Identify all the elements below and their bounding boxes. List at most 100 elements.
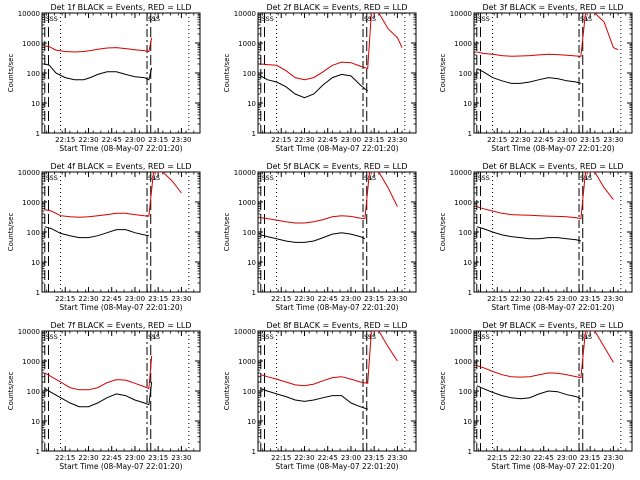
x-tick-label: 23:00 [557, 136, 577, 144]
x-tick-label: 22:45 [534, 295, 554, 303]
x-tick-label: 22:45 [534, 454, 554, 462]
events-series-line [476, 68, 582, 84]
y-tick-label: 10 [31, 259, 40, 267]
y-tick-label: 10000 [18, 10, 40, 18]
time-marker-label: S1 [580, 333, 588, 341]
events-series-line [260, 388, 368, 410]
time-marker-label: S [262, 15, 266, 23]
x-tick-label: 23:30 [603, 295, 623, 303]
y-tick-label: 1000 [22, 358, 40, 366]
panel-det-6: Det 6f BLACK = Events, RED = LLD 1 10 100 10… [439, 162, 633, 312]
y-tick-label: 100 [243, 229, 256, 237]
y-tick-label: 1000 [238, 199, 256, 207]
panel-title: Det 3f BLACK = Events, RED = LLD [482, 3, 623, 12]
time-marker-label: S1 [148, 174, 156, 182]
x-axis-label: Start Time (08-May-07 22:01:20) [59, 144, 182, 153]
time-marker-label: SS [584, 174, 592, 182]
x-tick-label: 22:45 [318, 136, 338, 144]
y-tick-label: 10 [31, 100, 40, 108]
y-tick-label: 10000 [18, 328, 40, 336]
lld-series-line [260, 13, 403, 81]
time-marker-label: SS [482, 174, 490, 182]
x-tick-label: 23:15 [148, 454, 168, 462]
x-tick-label: 22:15 [487, 295, 507, 303]
x-tick-label: 23:15 [364, 454, 384, 462]
y-tick-label: 100 [459, 70, 472, 78]
y-tick-label: 100 [243, 70, 256, 78]
lld-series-line [476, 172, 614, 220]
time-marker-label: SS [368, 333, 376, 341]
x-tick-label: 23:30 [603, 136, 623, 144]
y-axis-label: Counts/sec [7, 54, 15, 93]
events-series-line [260, 73, 369, 99]
time-marker-label: S [46, 174, 50, 182]
time-marker-label: S1 [364, 15, 372, 23]
x-tick-label: 22:15 [487, 454, 507, 462]
x-tick-label: 23:30 [603, 454, 623, 462]
y-tick-label: 1 [252, 289, 256, 297]
panel-title: Det 9f BLACK = Events, RED = LLD [482, 321, 623, 330]
panel-det-4: Det 4f BLACK = Events, RED = LLD 1 10 100 10… [7, 162, 201, 312]
time-marker-label: SS [152, 15, 160, 23]
y-tick-label: 10000 [450, 10, 472, 18]
y-axis-label: Counts/sec [223, 54, 231, 93]
time-marker-label: S [478, 15, 482, 23]
x-tick-label: 23:15 [364, 136, 384, 144]
y-tick-label: 1000 [454, 40, 472, 48]
y-tick-label: 10000 [234, 169, 256, 177]
lld-series-line [476, 331, 614, 379]
x-axis-label: Start Time (08-May-07 22:01:20) [275, 144, 398, 153]
x-tick-label: 23:30 [387, 454, 407, 462]
panel-title: Det 5f BLACK = Events, RED = LLD [266, 162, 407, 171]
plot-frame [257, 171, 417, 293]
x-axis-label: Start Time (08-May-07 22:01:20) [491, 462, 614, 471]
x-tick-label: 23:00 [341, 136, 361, 144]
lld-series-line [476, 13, 619, 57]
events-series-line [476, 385, 582, 400]
x-tick-label: 23:00 [341, 454, 361, 462]
panel-title: Det 7f BLACK = Events, RED = LLD [50, 321, 191, 330]
y-tick-label: 1 [468, 130, 472, 138]
x-axis-label: Start Time (08-May-07 22:01:20) [491, 303, 614, 312]
x-tick-label: 23:15 [148, 136, 168, 144]
time-marker-label: S1 [580, 15, 588, 23]
y-tick-label: 1 [36, 448, 40, 456]
x-tick-label: 22:45 [318, 454, 338, 462]
x-tick-label: 22:15 [55, 136, 75, 144]
y-tick-label: 1000 [238, 358, 256, 366]
panel-title: Det 8f BLACK = Events, RED = LLD [266, 321, 407, 330]
time-marker-label: S [46, 333, 50, 341]
x-tick-label: 23:30 [387, 295, 407, 303]
y-axis-label: Counts/sec [7, 372, 15, 411]
plot-frame [257, 12, 417, 134]
x-tick-label: 22:45 [102, 454, 122, 462]
plot-frame [473, 12, 633, 134]
panel-det-3: Det 3f BLACK = Events, RED = LLD 1 10 100 10… [439, 3, 633, 153]
y-axis-label: Counts/sec [223, 372, 231, 411]
y-tick-label: 1000 [238, 40, 256, 48]
x-axis-label: Start Time (08-May-07 22:01:20) [59, 303, 182, 312]
y-tick-label: 100 [27, 70, 40, 78]
events-series-line [44, 63, 153, 81]
events-series-line [476, 226, 582, 242]
x-tick-label: 22:45 [102, 136, 122, 144]
plot-frame [41, 330, 201, 452]
panel-title: Det 2f BLACK = Events, RED = LLD [266, 3, 407, 12]
x-tick-label: 23:15 [580, 454, 600, 462]
x-tick-label: 23:00 [341, 295, 361, 303]
y-tick-label: 10 [463, 418, 472, 426]
y-tick-label: 1 [252, 130, 256, 138]
y-tick-label: 10 [247, 100, 256, 108]
events-series-line [44, 226, 149, 239]
x-tick-label: 22:30 [78, 295, 98, 303]
x-tick-label: 23:00 [557, 454, 577, 462]
y-tick-label: 1 [252, 448, 256, 456]
time-marker-label: S1 [364, 174, 372, 182]
panel-title: Det 4f BLACK = Events, RED = LLD [50, 162, 191, 171]
y-tick-label: 10 [463, 100, 472, 108]
y-tick-label: 1000 [454, 199, 472, 207]
time-marker-label: SS [368, 174, 376, 182]
panel-det-5: Det 5f BLACK = Events, RED = LLD 1 10 100 10… [223, 162, 417, 312]
y-tick-label: 1000 [454, 358, 472, 366]
events-series-line [260, 232, 366, 243]
